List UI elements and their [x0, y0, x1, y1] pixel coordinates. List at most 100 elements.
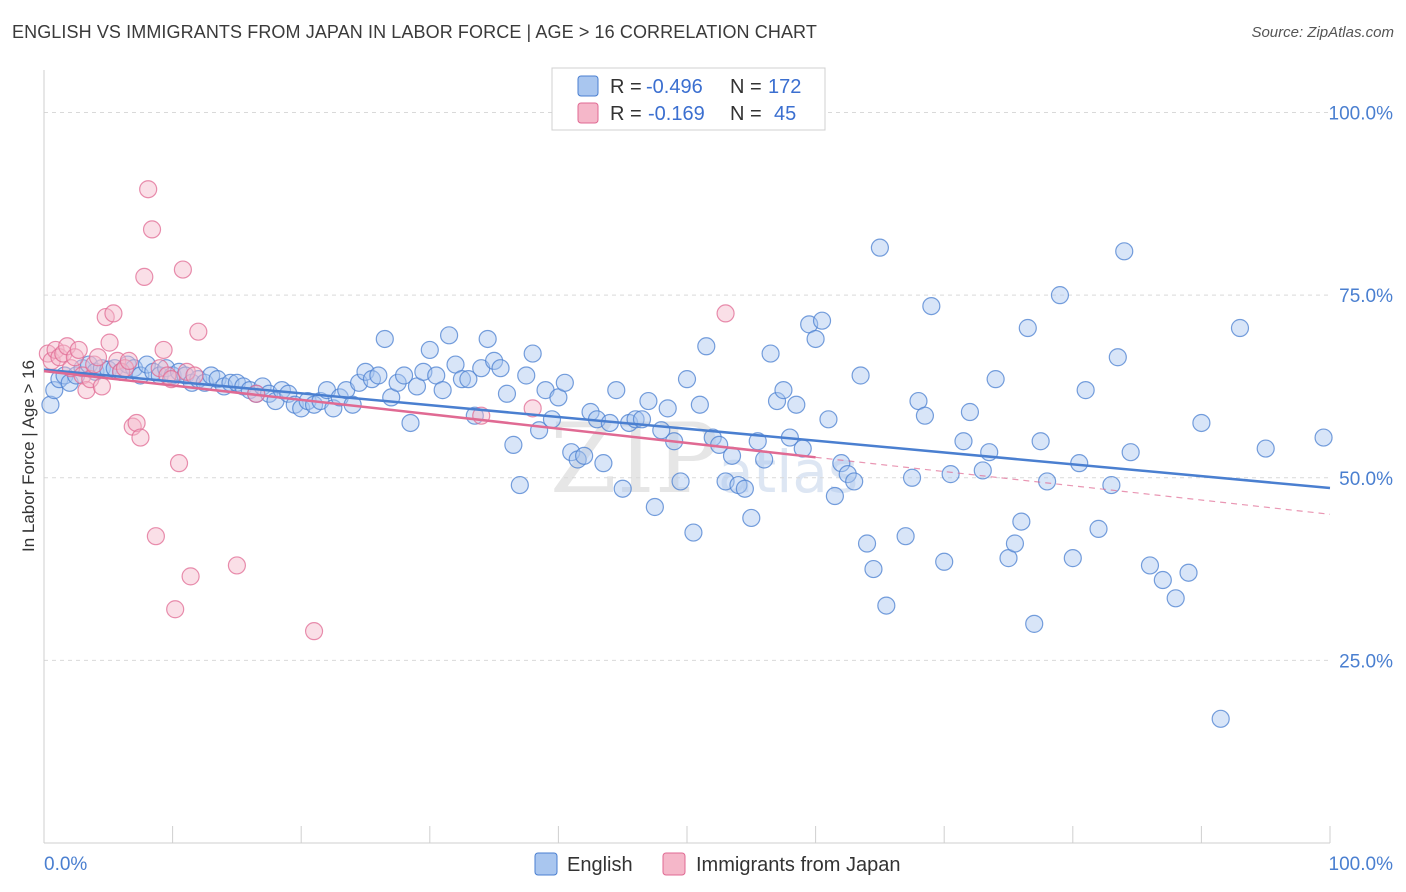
english-point — [722, 446, 742, 465]
english-point — [787, 395, 806, 414]
english-points — [41, 238, 1333, 728]
y-tick-label: 100.0% — [1329, 104, 1394, 125]
japan-point — [716, 304, 735, 323]
watermark: ZIP atlas — [550, 403, 858, 515]
english-point — [1192, 413, 1211, 433]
english-point — [497, 384, 517, 403]
english-point — [555, 373, 574, 392]
english-point — [819, 410, 838, 429]
legend-n-value-japan: 45 — [774, 103, 796, 125]
english-point — [45, 381, 64, 400]
japan-trend-line — [43, 369, 816, 459]
y-tick-label: 25.0% — [1339, 651, 1393, 672]
japan-point — [88, 348, 108, 367]
english-point — [1230, 318, 1250, 338]
english-point — [485, 351, 504, 370]
english-point — [864, 559, 883, 579]
english-point — [806, 329, 825, 349]
english-point — [767, 391, 787, 411]
english-point — [1211, 709, 1230, 728]
english-point — [1089, 519, 1108, 538]
japan-point — [173, 260, 192, 279]
y-tick-label: 75.0% — [1339, 286, 1393, 307]
english-point — [575, 446, 594, 465]
english-point — [607, 381, 626, 400]
english-point — [973, 461, 992, 480]
english-point — [613, 479, 632, 498]
english-point — [1031, 432, 1050, 451]
english-point — [671, 472, 690, 491]
x-tick-label-min: 0.0% — [44, 854, 87, 875]
japan-point — [189, 322, 208, 341]
japan-point — [142, 220, 162, 239]
english-point — [459, 370, 478, 389]
japan-point — [127, 413, 146, 433]
english-point — [394, 366, 414, 385]
english-point — [504, 435, 523, 454]
y-axis-label: In Labor Force | Age > 16 — [19, 360, 38, 552]
legend-r-value-japan: -0.169 — [648, 103, 705, 125]
english-point — [857, 534, 877, 553]
english-point — [877, 596, 896, 615]
x-tick-label-max: 100.0% — [1329, 854, 1394, 875]
english-point — [851, 366, 870, 385]
series-legend: English Immigrants from Japan — [534, 852, 901, 876]
english-point — [510, 475, 529, 495]
english-point — [845, 472, 864, 491]
english-point — [684, 523, 703, 542]
legend-r-label-japan: R = — [610, 103, 642, 125]
watermark-zip: ZIP — [550, 403, 719, 515]
english-point — [369, 366, 388, 385]
english-point — [896, 527, 915, 546]
english-point — [812, 311, 832, 330]
english-point — [1153, 570, 1172, 590]
japan-point — [131, 428, 150, 447]
english-point — [594, 454, 613, 473]
english-point — [902, 468, 922, 487]
english-point — [755, 450, 774, 469]
english-point — [452, 370, 472, 389]
japan-point — [154, 340, 173, 360]
english-point — [954, 432, 973, 451]
bottom-legend-swatch-japan — [662, 852, 686, 876]
english-point — [433, 381, 452, 400]
english-point — [1018, 318, 1037, 338]
english-point — [735, 479, 754, 498]
english-point — [1102, 475, 1121, 495]
japan-point — [104, 304, 123, 323]
japan-point — [523, 399, 542, 418]
english-point — [825, 486, 844, 506]
japan-trend-extension — [815, 456, 1331, 515]
english-point — [697, 337, 716, 356]
english-point — [870, 238, 890, 257]
english-trend-line — [43, 368, 1331, 490]
japan-point — [162, 370, 181, 389]
english-point — [1140, 556, 1160, 575]
english-point — [542, 410, 562, 429]
japan-point — [227, 556, 246, 575]
english-point — [658, 399, 677, 418]
bottom-legend-english: English — [567, 854, 633, 876]
english-point — [922, 297, 941, 316]
chart-title: ENGLISH VS IMMIGRANTS FROM JAPAN IN LABO… — [12, 22, 817, 42]
english-point — [1179, 563, 1198, 582]
english-point — [491, 359, 510, 378]
english-point — [915, 406, 935, 425]
english-point — [838, 465, 857, 484]
english-point — [1166, 589, 1185, 608]
japan-point — [304, 622, 324, 641]
bottom-legend-japan: Immigrants from Japan — [696, 854, 901, 876]
english-point — [1037, 472, 1057, 491]
english-point — [1012, 512, 1031, 531]
legend-swatch-japan — [577, 102, 599, 124]
english-point — [639, 391, 658, 411]
y-tick-label: 50.0% — [1339, 469, 1393, 490]
legend-swatch-english — [577, 75, 599, 97]
english-point — [832, 454, 851, 473]
english-point — [388, 373, 407, 392]
english-point — [774, 381, 793, 400]
legend-n-value-english: 172 — [768, 76, 801, 98]
japan-point — [181, 567, 200, 586]
english-point — [1050, 286, 1070, 305]
